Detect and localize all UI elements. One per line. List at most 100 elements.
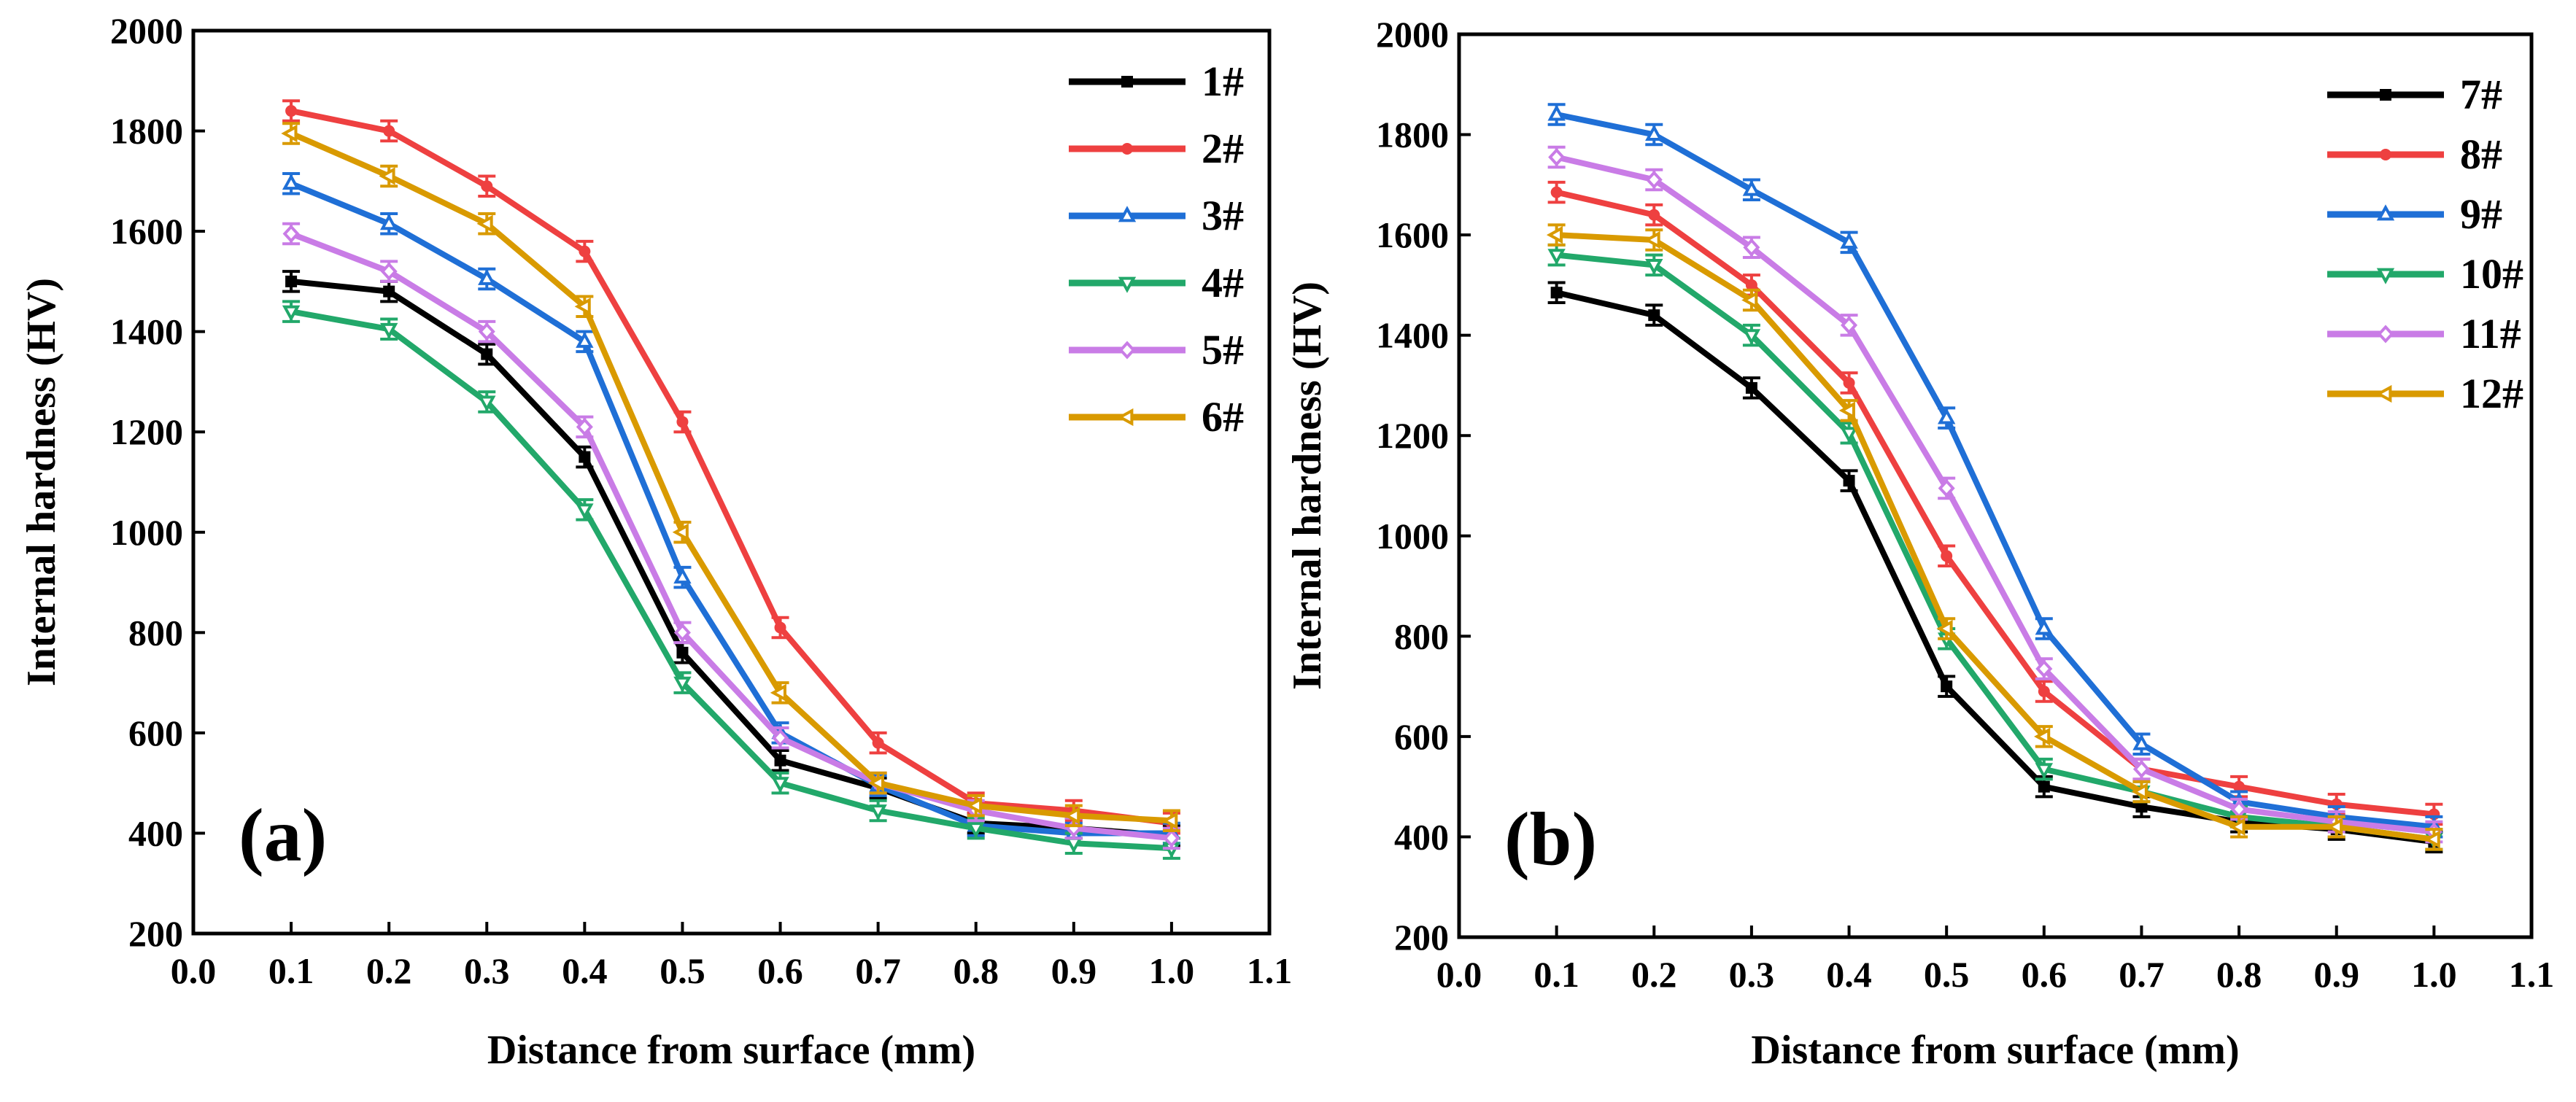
series-line: [1555, 154, 2434, 835]
data-point: [1064, 807, 1080, 825]
panel-label: (a): [239, 793, 327, 877]
data-point: [2135, 801, 2148, 813]
data-point: [774, 754, 786, 767]
data-point: [1550, 287, 1563, 299]
x-tick-label: 0.0: [171, 950, 217, 991]
data-point: [1741, 291, 1758, 309]
y-tick-label: 200: [1394, 917, 1449, 958]
x-tick-label: 1.1: [1247, 950, 1293, 991]
series-4#: [282, 300, 1181, 860]
y-axis-title: Internal hardness (HV): [19, 278, 64, 686]
data-point: [1941, 550, 1953, 562]
y-tick-label: 1000: [1376, 516, 1449, 556]
legend-label: 6#: [1202, 393, 1244, 441]
data-point: [2424, 830, 2440, 849]
legend-item: 6#: [1069, 393, 1244, 441]
data-point: [1941, 680, 1953, 693]
legend-label: 2#: [1202, 125, 1244, 172]
data-point: [281, 124, 298, 143]
data-point: [282, 224, 300, 244]
data-point: [2035, 763, 2054, 780]
legend-label: 7#: [2460, 71, 2502, 118]
data-point: [2035, 659, 2053, 678]
series-line: [290, 278, 1172, 839]
x-tick-label: 0.9: [1051, 950, 1097, 991]
data-point: [282, 174, 301, 190]
y-tick-label: 800: [1394, 616, 1449, 656]
data-point: [478, 268, 496, 285]
data-point: [2038, 780, 2050, 793]
series-line: [290, 181, 1172, 837]
y-tick-label: 1200: [1376, 415, 1449, 456]
x-tick-label: 1.0: [1149, 950, 1195, 991]
data-point: [380, 262, 398, 281]
x-tick-label: 0.4: [1826, 954, 1872, 995]
data-point: [2131, 783, 2148, 801]
data-point: [383, 125, 395, 137]
panel-label: (b): [1504, 797, 1597, 881]
legend-marker: [2380, 89, 2391, 101]
y-tick-label: 1200: [110, 411, 183, 452]
data-point: [1645, 258, 1663, 276]
legend-marker: [1117, 408, 1134, 427]
data-point: [869, 804, 887, 821]
legend-item: 7#: [2327, 71, 2502, 118]
legend-marker: [1121, 76, 1133, 88]
data-point: [676, 646, 689, 659]
legend-marker: [2376, 204, 2395, 221]
x-axis-title: Distance from surface (mm): [1751, 1028, 2239, 1073]
data-point: [379, 167, 395, 185]
data-point: [1648, 309, 1660, 322]
legend-label: 4#: [1202, 259, 1244, 306]
data-point: [1064, 837, 1083, 853]
data-point: [965, 796, 983, 815]
data-point: [2034, 727, 2051, 746]
data-point: [1161, 812, 1178, 830]
data-point: [476, 214, 493, 233]
legend: 1# 2# 3# 4# 5# 6#: [1069, 58, 1244, 441]
data-point: [1548, 147, 1566, 167]
legend-item: 4#: [1069, 259, 1244, 306]
x-tick-label: 0.1: [1533, 954, 1579, 995]
series-9#: [1547, 103, 2443, 839]
y-tick-label: 2000: [110, 10, 183, 51]
series-8#: [1547, 180, 2443, 826]
y-tick-label: 1800: [1376, 115, 1449, 155]
legend-item: 11#: [2327, 310, 2521, 357]
data-point: [574, 298, 591, 316]
data-point: [1938, 478, 1955, 497]
legend-label: 9#: [2460, 190, 2502, 238]
data-point: [2233, 780, 2246, 793]
y-tick-label: 1600: [110, 211, 183, 252]
data-point: [285, 275, 298, 287]
legend-label: 1#: [1202, 58, 1244, 105]
data-point: [1838, 401, 1855, 420]
y-tick-label: 400: [128, 812, 183, 853]
series-line: [290, 131, 1172, 824]
data-point: [2038, 685, 2050, 697]
legend-item: 12#: [2327, 370, 2523, 417]
x-tick-label: 0.2: [1631, 954, 1677, 995]
data-point: [673, 567, 692, 584]
data-point: [672, 523, 689, 541]
data-point: [676, 416, 689, 428]
data-point: [285, 105, 298, 117]
data-point: [771, 777, 789, 793]
y-tick-label: 600: [1394, 716, 1449, 757]
data-point: [1742, 329, 1761, 346]
data-point: [282, 305, 301, 322]
plot-frame: [1457, 32, 2534, 939]
data-point: [1644, 230, 1660, 249]
data-point: [383, 285, 395, 298]
series-2#: [282, 99, 1180, 835]
legend-label: 5#: [1202, 326, 1244, 373]
legend-marker: [2380, 149, 2391, 160]
legend-item: 3#: [1069, 192, 1244, 239]
series-line: [290, 108, 1172, 826]
plot-frame: [191, 28, 1272, 936]
series-12#: [1546, 223, 2443, 851]
data-point: [579, 451, 591, 463]
x-tick-label: 0.1: [268, 950, 314, 991]
x-tick-label: 1.0: [2411, 954, 2457, 995]
y-tick-label: 800: [128, 612, 183, 653]
